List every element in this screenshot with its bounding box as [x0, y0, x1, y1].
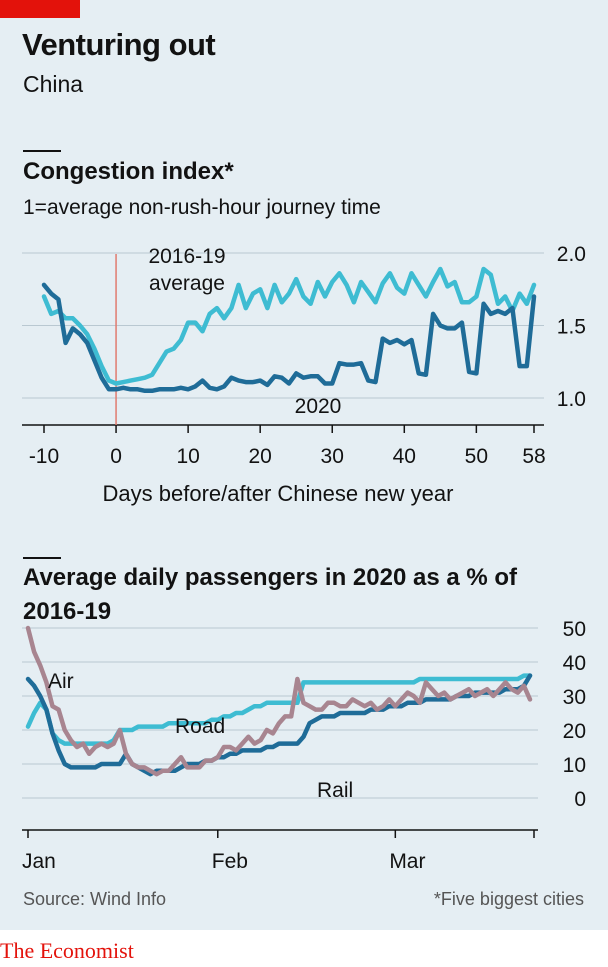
chart2-xtick-label: Mar	[389, 850, 425, 873]
chart2-ytick-label: 50	[563, 618, 586, 641]
chart1-label-2020: 2020	[295, 395, 342, 418]
page-subtitle: China	[23, 71, 84, 97]
chart2-series-label: Air	[48, 670, 74, 693]
chart1-series-line-1	[41, 266, 537, 386]
chart1-xtick-label: 20	[248, 445, 271, 468]
economist-logo: The Economist	[0, 938, 134, 963]
chart1-x-axis-label: Days before/after Chinese new year	[103, 481, 454, 506]
passengers-chart: 0 10 20 30 40 50 Jan Feb Mar Air Road Rail	[22, 618, 586, 873]
chart1-xtick-label: 0	[110, 445, 122, 468]
chart2-series-label: Road	[175, 715, 225, 738]
chart1-ytick-label: 1.0	[557, 388, 586, 411]
chart1-ytick-label: 2.0	[557, 243, 586, 266]
congestion-chart: 1.0 1.5 2.0 -10 0 10 20 30 40 50 58 Days before/aft…	[22, 243, 586, 506]
section-rule-2	[23, 557, 61, 559]
brand-red-tab	[0, 0, 80, 18]
chart2-ytick-label: 30	[563, 686, 586, 709]
chart2-series-line-rail	[25, 673, 533, 777]
chart1-series-line-2	[41, 282, 537, 394]
chart1-label-avg-line1: 2016-19	[148, 245, 225, 268]
chart1-xtick-label: 58	[522, 445, 545, 468]
chart1-title: Congestion index*	[23, 158, 234, 185]
chart1-xtick-label: 40	[393, 445, 416, 468]
chart1-xtick-label: 50	[465, 445, 488, 468]
chart1-ytick-label: 1.5	[557, 316, 586, 339]
chart2-title: Average daily passengers in 2020 as a % …	[23, 564, 518, 625]
chart2-series-line-road	[25, 673, 533, 746]
charts-svg: 1.0 1.5 2.0 -10 0 10 20 30 40 50 58 Days before/aft…	[22, 243, 586, 873]
chart1-xtick-label: -10	[29, 445, 59, 468]
chart2-series-line-air	[25, 625, 533, 777]
footnote: *Five biggest cities	[433, 889, 584, 909]
chart2-ytick-label: 40	[563, 652, 586, 675]
chart-panel	[0, 0, 608, 930]
chart2-series-label: Rail	[317, 779, 353, 802]
chart2-xtick-label: Feb	[212, 850, 248, 873]
source-note: Source: Wind Info	[23, 889, 167, 909]
chart2-xtick-label: Jan	[22, 850, 56, 873]
chart2-ytick-label: 10	[563, 754, 586, 777]
chart1-xtick-label: 10	[176, 445, 199, 468]
chart1-label-avg-line2: average	[149, 272, 225, 295]
chart1-xtick-label: 30	[321, 445, 344, 468]
chart2-ytick-label: 20	[563, 720, 586, 743]
section-rule-1	[23, 150, 61, 152]
chart2-ytick-label: 0	[574, 788, 586, 811]
page-title: Venturing out	[22, 27, 216, 62]
chart1-subtitle: 1=average non-rush-hour journey time	[23, 196, 381, 219]
